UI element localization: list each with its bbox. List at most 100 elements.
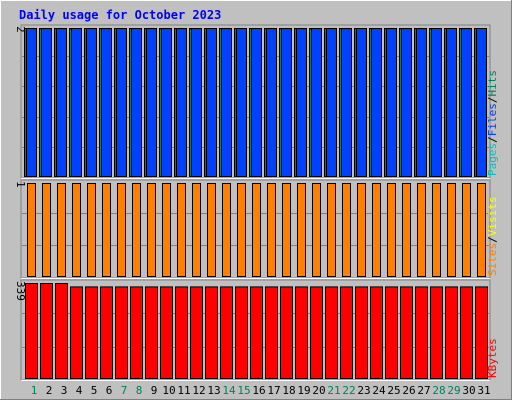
- bar-kbytes-day-5: [85, 286, 98, 379]
- bar-files-day-15: [236, 28, 247, 177]
- x-tick-label-29: 29: [447, 384, 460, 397]
- y-tick-label: 2: [14, 26, 27, 33]
- bar-kbytes-day-17: [265, 286, 278, 379]
- bar-kbytes-day-12: [190, 286, 203, 379]
- bar-kbytes-day-11: [175, 286, 188, 379]
- bar-files-day-13: [206, 28, 217, 177]
- x-tick-label-15: 15: [237, 384, 250, 397]
- y-tick-label: 1: [14, 181, 27, 188]
- bar-files-day-9: [146, 28, 157, 177]
- bar-files-day-5: [86, 28, 97, 177]
- bar-sites-day-3: [57, 183, 66, 277]
- bar-kbytes-day-20: [310, 286, 323, 379]
- bar-files-day-29: [446, 28, 457, 177]
- bar-sites-day-20: [312, 183, 321, 277]
- bar-sites-day-19: [297, 183, 306, 277]
- bar-files-day-31: [476, 28, 487, 177]
- x-tick-label-6: 6: [106, 384, 113, 397]
- bar-kbytes-day-1: [25, 283, 38, 379]
- bar-kbytes-day-31: [475, 286, 488, 379]
- legend-hits-files-pages: Pages/Files/Hits: [486, 70, 499, 176]
- bar-kbytes-day-6: [100, 286, 113, 379]
- x-tick-label-24: 24: [372, 384, 386, 397]
- bar-kbytes-day-16: [250, 286, 263, 379]
- bar-sites-day-4: [72, 183, 81, 277]
- bar-kbytes-day-28: [430, 286, 443, 379]
- bar-files-day-8: [131, 28, 142, 177]
- bar-sites-day-11: [177, 183, 186, 277]
- bar-sites-day-5: [87, 183, 96, 277]
- legend-separator: /: [486, 136, 499, 143]
- bar-kbytes-day-23: [355, 286, 368, 379]
- bar-files-day-3: [56, 28, 67, 177]
- panel-hits-files-pages: 2: [14, 24, 491, 179]
- bar-files-day-19: [296, 28, 307, 177]
- chart-panels: 2 1 339: [14, 24, 491, 381]
- bar-files-day-27: [416, 28, 427, 177]
- bar-sites-day-7: [117, 183, 126, 277]
- bar-kbytes-day-13: [205, 286, 218, 379]
- bar-sites-day-21: [327, 183, 336, 277]
- bar-files-day-30: [461, 28, 472, 177]
- bar-sites-day-18: [282, 183, 291, 277]
- bar-sites-day-9: [147, 183, 156, 277]
- bar-kbytes-day-18: [280, 286, 293, 379]
- bar-files-day-7: [116, 28, 127, 177]
- bar-kbytes-day-3: [55, 283, 68, 379]
- bar-files-day-18: [281, 28, 292, 177]
- x-tick-label-31: 31: [477, 384, 490, 397]
- bar-sites-day-27: [417, 183, 426, 277]
- bar-kbytes-day-30: [460, 286, 473, 379]
- x-tick-label-10: 10: [162, 384, 175, 397]
- bar-files-day-6: [101, 28, 112, 177]
- x-tick-label-19: 19: [297, 384, 310, 397]
- bar-files-day-11: [176, 28, 187, 177]
- x-tick-label-7: 7: [121, 384, 128, 397]
- x-tick-label-30: 30: [462, 384, 475, 397]
- bar-files-day-17: [266, 28, 277, 177]
- x-tick-label-20: 20: [312, 384, 325, 397]
- legend-visits-sites: Sites/Visits: [486, 197, 499, 277]
- bar-files-day-28: [431, 28, 442, 177]
- bar-sites-day-12: [192, 183, 201, 277]
- bar-files-day-4: [71, 28, 82, 177]
- bar-files-day-16: [251, 28, 262, 177]
- panel-visits-sites: 1: [14, 179, 491, 279]
- bar-kbytes-day-10: [160, 286, 173, 379]
- bar-kbytes-day-21: [325, 286, 338, 379]
- bar-sites-day-14: [222, 183, 231, 277]
- bar-kbytes-day-7: [115, 286, 128, 379]
- bar-kbytes-day-25: [385, 286, 398, 379]
- legend-kbytes: KBytes: [486, 338, 499, 378]
- panel-kbytes: 339: [14, 279, 491, 381]
- bar-sites-day-10: [162, 183, 171, 277]
- x-tick-label-27: 27: [417, 384, 430, 397]
- x-tick-label-28: 28: [432, 384, 445, 397]
- bar-kbytes-day-24: [370, 286, 383, 379]
- bar-files-day-26: [401, 28, 412, 177]
- bar-sites-day-31: [477, 183, 486, 277]
- x-tick-label-5: 5: [91, 384, 98, 397]
- bar-kbytes-day-29: [445, 286, 458, 379]
- bar-kbytes-day-8: [130, 286, 143, 379]
- bar-files-day-14: [221, 28, 232, 177]
- bar-sites-day-24: [372, 183, 381, 277]
- bar-kbytes-day-2: [40, 283, 53, 379]
- bar-files-day-2: [41, 28, 52, 177]
- x-tick-label-8: 8: [136, 384, 143, 397]
- bar-files-day-24: [371, 28, 382, 177]
- legend-separator: /: [486, 97, 499, 104]
- bar-files-day-20: [311, 28, 322, 177]
- legend-pages: Pages: [486, 143, 499, 176]
- legend-kbytes: KBytes: [486, 338, 499, 378]
- x-tick-label-13: 13: [207, 384, 220, 397]
- bar-sites-day-16: [252, 183, 261, 277]
- bar-sites-day-1: [27, 183, 36, 277]
- x-tick-label-4: 4: [76, 384, 83, 397]
- legend-sites: Sites: [486, 243, 499, 276]
- bar-files-day-25: [386, 28, 397, 177]
- bar-kbytes-day-22: [340, 286, 353, 379]
- bar-files-day-23: [356, 28, 367, 177]
- bar-files-day-1: [26, 28, 37, 177]
